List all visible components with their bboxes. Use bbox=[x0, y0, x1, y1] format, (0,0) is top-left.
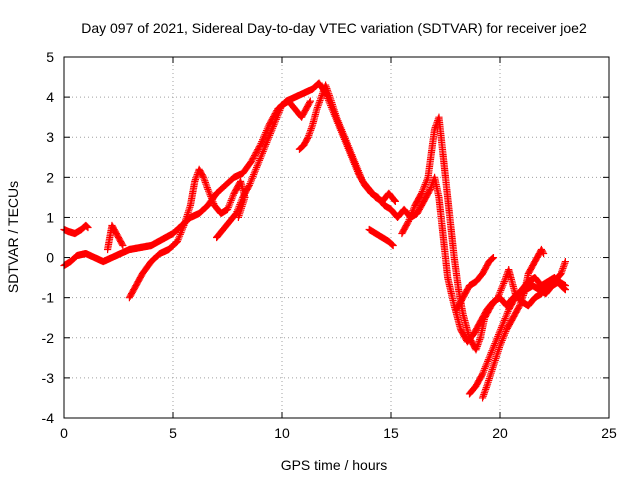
y-tick-label: -3 bbox=[42, 370, 55, 386]
x-tick-label: 5 bbox=[169, 425, 177, 441]
y-tick-label: 4 bbox=[46, 89, 54, 105]
x-tick-label: 0 bbox=[60, 425, 68, 441]
data-point bbox=[489, 254, 497, 262]
x-tick-label: 25 bbox=[601, 425, 617, 441]
data-series bbox=[478, 245, 548, 402]
data-series bbox=[60, 221, 92, 238]
data-series bbox=[213, 97, 314, 242]
data-point bbox=[84, 223, 92, 232]
data-point bbox=[83, 223, 91, 231]
data-point bbox=[540, 249, 548, 258]
ticks-layer: 0 5 10 15 20 25 -4 -3 -2 -1 0 1 2 3 4 5 bbox=[42, 49, 617, 441]
x-tick-label: 10 bbox=[274, 425, 290, 441]
data-series bbox=[452, 253, 498, 314]
y-tick-label: -4 bbox=[42, 410, 55, 426]
data-point bbox=[119, 241, 127, 250]
y-tick-label: 2 bbox=[46, 169, 54, 185]
y-tick-label: 3 bbox=[46, 129, 54, 145]
data-point bbox=[425, 187, 434, 195]
data-point bbox=[303, 134, 312, 143]
points-layer bbox=[60, 79, 569, 402]
y-tick-label: 0 bbox=[46, 250, 54, 266]
data-point bbox=[388, 241, 397, 249]
y-tick-label: -2 bbox=[42, 330, 55, 346]
chart-title: Day 097 of 2021, Sidereal Day-to-day VTE… bbox=[81, 20, 587, 36]
x-axis-label: GPS time / hours bbox=[281, 457, 388, 473]
data-point bbox=[391, 197, 399, 205]
y-tick-label: 1 bbox=[46, 209, 54, 225]
y-tick-label: -1 bbox=[42, 290, 55, 306]
data-series bbox=[365, 225, 397, 250]
y-tick-label: 5 bbox=[46, 49, 54, 65]
plot-frame bbox=[63, 56, 610, 419]
grid-layer bbox=[64, 57, 609, 418]
data-point bbox=[199, 172, 207, 180]
data-point bbox=[391, 196, 399, 205]
data-point bbox=[561, 286, 569, 294]
data-point bbox=[556, 270, 564, 279]
data-point bbox=[515, 303, 523, 311]
data-point bbox=[561, 257, 569, 266]
data-point bbox=[118, 240, 126, 248]
x-tick-label: 20 bbox=[492, 425, 508, 441]
data-point bbox=[489, 253, 498, 262]
x-tick-label: 15 bbox=[383, 425, 399, 441]
data-point bbox=[561, 285, 569, 293]
data-point bbox=[306, 98, 314, 107]
data-series bbox=[125, 165, 249, 302]
data-point bbox=[389, 241, 397, 250]
data-series bbox=[104, 221, 127, 254]
data-point bbox=[539, 248, 547, 256]
data-series bbox=[295, 81, 399, 205]
data-point bbox=[306, 97, 314, 105]
y-axis-label: SDTVAR / TECUs bbox=[5, 181, 21, 293]
